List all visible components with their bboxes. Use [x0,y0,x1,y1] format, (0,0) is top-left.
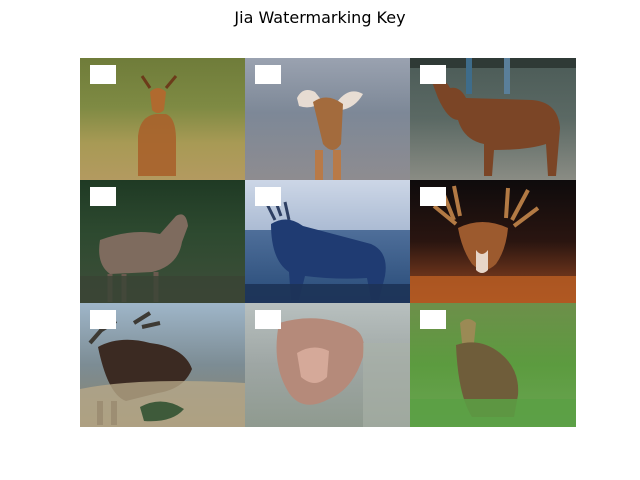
deer-image [80,311,245,427]
image-tile-4 [80,180,245,303]
deer-image [297,90,363,180]
image-tile-5 [245,180,410,303]
watermark-patch [255,310,281,329]
deer-image [410,58,576,176]
deer-image [410,185,576,303]
watermark-patch [90,187,116,206]
image-grid [80,58,576,427]
image-tile-8 [245,303,410,427]
image-tile-6 [410,180,576,303]
figure-title: Jia Watermarking Key [234,8,406,27]
image-tile-9 [410,303,576,427]
image-tile-1 [80,58,245,180]
deer-image [80,214,245,303]
watermark-patch [90,310,116,329]
image-tile-2 [245,58,410,180]
watermark-patch [255,187,281,206]
watermark-patch [90,65,116,84]
watermark-patch [420,65,446,84]
watermark-patch [420,187,446,206]
watermark-patch [420,310,446,329]
image-tile-3 [410,58,576,180]
image-tile-7 [80,303,245,427]
deer-image [410,319,576,427]
deer-image [276,318,410,427]
watermark-patch [255,65,281,84]
deer-image [138,75,178,176]
